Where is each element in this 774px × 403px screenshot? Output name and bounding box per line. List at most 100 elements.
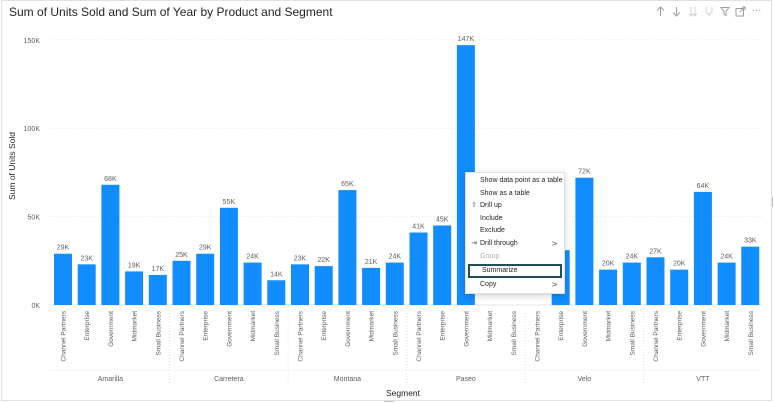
menu-item-drill-through[interactable]: ⇥ Drill through > <box>466 238 564 251</box>
data-label: 24K <box>720 254 733 261</box>
x-segment-label: Government <box>108 311 115 347</box>
x-product-label: Montana <box>334 376 361 383</box>
bar[interactable] <box>148 274 167 305</box>
x-segment-label: Enterprise <box>440 311 447 341</box>
data-label: 72K <box>578 169 591 176</box>
x-segment-label: Small Business <box>392 310 399 355</box>
data-label: 68K <box>104 176 117 183</box>
expand-all-icon[interactable] <box>702 4 715 18</box>
data-label: 24K <box>626 254 639 261</box>
data-label: 29K <box>199 245 212 252</box>
data-label: 14K <box>270 271 283 278</box>
x-segment-label: Midmarket <box>250 311 257 342</box>
drill-up-arrow-icon[interactable] <box>654 4 667 18</box>
bar[interactable] <box>646 257 665 305</box>
menu-item-group: Group <box>466 251 564 264</box>
x-segment-label: Enterprise <box>677 311 684 341</box>
x-segment-label: Channel Partners <box>535 310 542 361</box>
menu-item-label: Group <box>480 252 500 260</box>
data-label: 24K <box>389 254 402 261</box>
x-segment-label: Small Business <box>155 310 162 355</box>
menu-item-summarize[interactable]: Summarize <box>468 264 562 279</box>
bar[interactable] <box>575 177 594 305</box>
y-axis-title: Sum of Units Sold <box>7 132 17 200</box>
menu-item-label: Drill through <box>480 239 518 247</box>
menu-item-drill-up[interactable]: ⇧ Drill up <box>466 200 564 213</box>
bar[interactable] <box>362 267 381 305</box>
x-segment-label: Midmarket <box>369 311 376 342</box>
focus-mode-icon[interactable] <box>734 4 747 18</box>
menu-item-label: Summarize <box>482 267 518 275</box>
data-label: 45K <box>436 216 449 223</box>
menu-item-show-data-point-as-a-table[interactable]: Show data point as a table <box>466 175 564 188</box>
x-segment-label: Channel Partners <box>298 310 305 361</box>
x-product-label: Carretera <box>214 376 244 383</box>
bar[interactable] <box>243 262 262 305</box>
bar[interactable] <box>385 262 404 305</box>
bar[interactable] <box>172 260 191 305</box>
bar[interactable] <box>599 269 618 305</box>
x-segment-label: Channel Partners <box>416 310 423 361</box>
bar[interactable] <box>77 264 96 305</box>
x-axis-title: Segment <box>386 388 421 398</box>
y-tick-label: 50K <box>28 215 41 222</box>
x-segment-label: Midmarket <box>606 311 613 342</box>
x-segment-label: Enterprise <box>84 311 91 341</box>
data-label: 20K <box>602 261 615 268</box>
drill-through-icon: ⇥ <box>471 239 477 247</box>
x-segment-label: Government <box>463 311 470 347</box>
bar[interactable] <box>196 253 215 305</box>
menu-item-label: Include <box>480 214 503 222</box>
data-label: 23K <box>294 255 307 262</box>
resize-handle-right[interactable] <box>768 197 773 207</box>
menu-item-exclude[interactable]: Exclude <box>466 225 564 238</box>
x-axis-product-labels: Amarilla Carretera Montana Paseo Velo VTT <box>51 313 763 384</box>
bar[interactable] <box>717 262 736 305</box>
bar[interactable] <box>267 280 286 305</box>
drill-down-arrow-icon[interactable] <box>670 4 683 18</box>
bar[interactable] <box>741 246 760 305</box>
bar[interactable] <box>409 232 428 305</box>
x-segment-label: Government <box>700 311 707 347</box>
bar[interactable] <box>670 269 689 305</box>
bar[interactable] <box>101 184 120 305</box>
resize-handle-bottom[interactable] <box>384 397 394 402</box>
bar[interactable] <box>291 264 309 305</box>
menu-item-include[interactable]: Include <box>466 213 564 226</box>
bar[interactable] <box>338 190 357 305</box>
expand-next-level-icon[interactable] <box>686 4 699 18</box>
visual-header-toolbar: ··· <box>654 4 763 18</box>
x-product-label: Amarilla <box>98 376 123 383</box>
bar[interactable] <box>219 207 238 305</box>
y-tick-label: 100K <box>24 126 41 133</box>
x-axis-segment-labels: Channel Partners Enterprise Government Midm… <box>61 310 755 361</box>
x-segment-label: Channel Partners <box>179 310 186 361</box>
bar[interactable] <box>693 191 712 305</box>
more-options-icon[interactable]: ··· <box>751 5 762 17</box>
data-labels: 29K 23K 68K 19K 17K 25K 29K 55K 24K 14K 23K 22K 65K 2… <box>57 36 757 278</box>
data-label: 65K <box>341 181 354 188</box>
menu-item-label: Drill up <box>480 202 502 210</box>
x-segment-label: Small Business <box>748 310 755 355</box>
bar[interactable] <box>314 266 333 305</box>
bar[interactable] <box>433 225 452 305</box>
x-product-label: VTT <box>696 376 710 383</box>
x-segment-label: Midmarket <box>487 311 494 342</box>
data-label: 23K <box>80 255 93 262</box>
x-segment-label: Enterprise <box>321 311 328 341</box>
menu-item-copy[interactable]: Copy > <box>466 279 564 292</box>
menu-item-show-as-a-table[interactable]: Show as a table <box>466 188 564 201</box>
data-label: 24K <box>246 254 259 261</box>
bar[interactable] <box>622 262 641 305</box>
x-segment-label: Channel Partners <box>653 310 660 361</box>
data-label: 21K <box>365 259 378 266</box>
filter-icon[interactable] <box>718 4 731 18</box>
data-label: 19K <box>128 262 141 269</box>
x-segment-label: Midmarket <box>132 311 139 342</box>
chevron-right-icon: > <box>551 280 558 290</box>
bar[interactable] <box>125 271 144 305</box>
bar[interactable] <box>54 253 72 305</box>
data-label: 25K <box>175 252 188 259</box>
x-product-label: Paseo <box>456 376 476 383</box>
